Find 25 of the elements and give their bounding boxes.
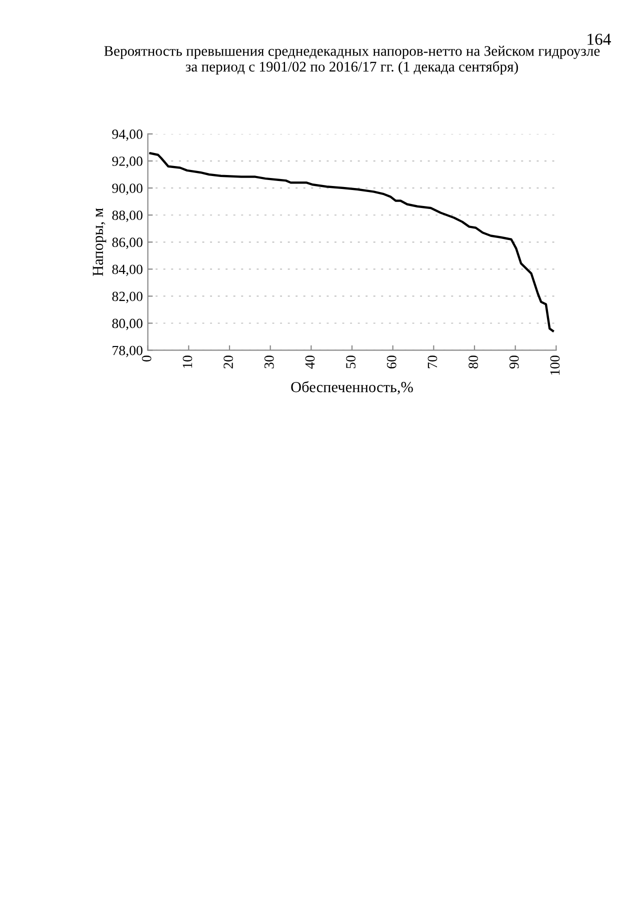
x-tick-label: 0 xyxy=(142,356,152,362)
y-tick-label: 90,00 xyxy=(112,184,142,195)
text: 164 xyxy=(588,34,611,45)
y-tick-label: 88,00 xyxy=(112,210,142,222)
y-tick-label: 86,00 xyxy=(112,238,142,250)
y-tick-label: 94,00 xyxy=(112,130,142,141)
x-tick-label: 20 xyxy=(224,356,233,368)
line-series xyxy=(149,152,554,332)
x-tick-label: 60 xyxy=(386,356,396,368)
x-tick-label: 40 xyxy=(305,356,315,369)
x-tick-label: 50 xyxy=(346,356,356,368)
y-tick-label: 82,00 xyxy=(112,292,142,304)
y-tick-label: 78,00 xyxy=(112,346,142,358)
x-axis-title: Обеспеченность,% xyxy=(291,381,413,394)
y-axis-title: Напоры, м xyxy=(92,208,106,276)
x-tick-label: 80 xyxy=(468,356,478,368)
y-tick-label: 84,00 xyxy=(112,264,142,276)
x-tick-label: 100 xyxy=(550,356,560,375)
x-tick-label: 90 xyxy=(509,356,519,369)
x-tick-label: 10 xyxy=(182,356,192,368)
x-tick-label: 30 xyxy=(264,356,274,368)
chart-title: Вероятность превышения среднедекадных напоров-нетто на Зейском гидроузле за период с 1901/02 по 2016/17 гг. (1 декада сентября) xyxy=(104,46,600,75)
x-tick-label: 70 xyxy=(428,356,438,368)
y-tick-label: 80,00 xyxy=(112,318,142,330)
y-tick-label: 92,00 xyxy=(112,156,142,168)
